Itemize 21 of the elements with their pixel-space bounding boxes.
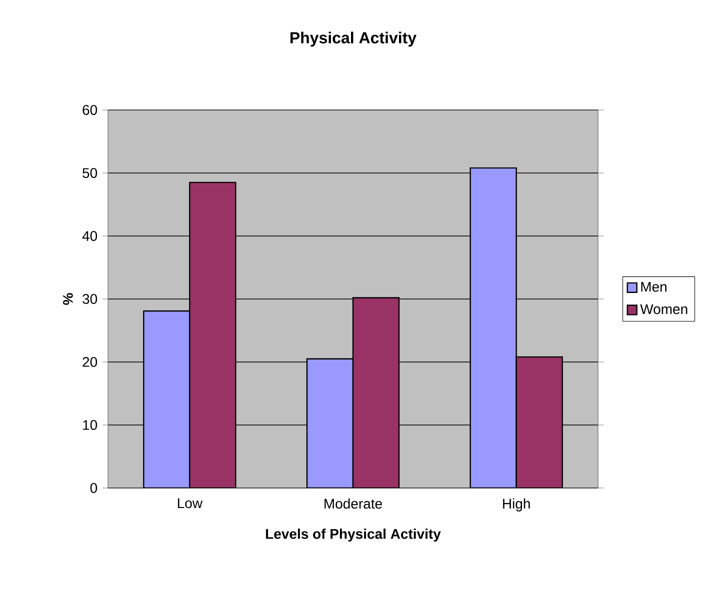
bar bbox=[470, 167, 517, 488]
bar bbox=[143, 310, 190, 488]
bar bbox=[306, 358, 354, 488]
y-tick-label: 20 bbox=[82, 357, 98, 367]
bar bbox=[352, 297, 400, 488]
x-tick-label: High bbox=[503, 498, 530, 512]
y-axis-title: % bbox=[63, 293, 73, 305]
x-tick-label: Low bbox=[178, 498, 203, 508]
y-tick-label: 0 bbox=[90, 483, 98, 493]
x-tick-label: Moderate bbox=[324, 498, 382, 509]
y-tick-label: 40 bbox=[82, 231, 98, 241]
y-tick-label: 50 bbox=[82, 168, 98, 178]
bar bbox=[189, 182, 236, 488]
chart-title: Physical Activity bbox=[290, 32, 416, 47]
legend-label: Men bbox=[641, 282, 666, 292]
x-axis-title: Levels of Physical Activity bbox=[266, 528, 441, 542]
y-tick-label: 60 bbox=[82, 105, 98, 115]
legend-label: Women bbox=[640, 304, 688, 314]
bar bbox=[516, 356, 563, 488]
y-tick-label: 30 bbox=[82, 294, 98, 304]
y-tick-label: 10 bbox=[83, 420, 98, 430]
